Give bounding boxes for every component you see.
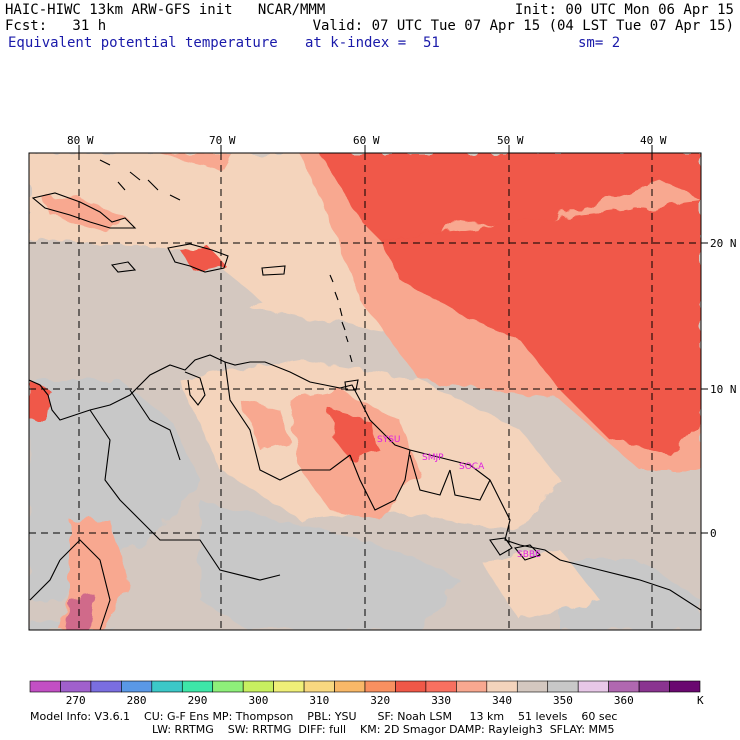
colorbar-swatch [577,680,609,693]
header-valid-time: Valid: 07 UTC Tue 07 Apr 15 (04 LST Tue … [312,18,734,34]
colorbar-swatch [364,680,396,693]
colorbar-label: 290 [187,694,208,707]
colorbar-swatch [456,680,488,693]
model-info-line1: Model Info: V3.6.1 CU: G-F Ens MP: Thomp… [30,710,618,723]
header-title: HAIC-HIWC 13km ARW-GFS init NCAR/MMM [5,2,326,18]
model-info-line2: LW: RRTMG SW: RRTMG DIFF: full KM: 2D Sm… [152,723,615,736]
header-init-time: Init: 00 UTC Mon 06 Apr 15 [514,2,734,18]
coastlines [29,159,701,630]
k-index-label: at k-index = 51 [305,35,440,51]
colorbar-swatch [121,680,153,693]
colorbar-label: 360 [613,694,634,707]
colorbar-swatch [608,680,640,693]
colorbar-swatch [90,680,122,693]
colorbar-swatch [151,680,183,693]
lon-label: 50 W [497,134,524,147]
colorbar-swatch [486,680,518,693]
axis-ticks [78,145,708,534]
colorbar-swatch [334,680,366,693]
lon-label: 40 W [640,134,667,147]
colorbar-swatch [29,680,61,693]
smoothing-label: sm= 2 [578,35,621,51]
station-label: SOCA [459,462,485,472]
station-label: SMJP [422,453,444,463]
theta-e-field [29,153,701,630]
colorbar-label: 330 [431,694,452,707]
colorbar-swatch [638,680,670,693]
colorbar-label: 280 [126,694,147,707]
station-markers: SYSU SMJP SOCA SBBE [377,435,541,560]
lat-label: 0 [710,527,717,540]
colorbar-label: 270 [65,694,86,707]
colorbar-swatch [242,680,274,693]
colorbar-label: 350 [553,694,573,707]
colorbar-label: 310 [309,694,330,707]
colorbar-unit: K [697,694,704,707]
field-name: Equivalent potential temperature [8,35,278,51]
colorbar-swatch [547,680,579,693]
station-label: SYSU [377,435,401,445]
colorbar-swatch [212,680,244,693]
colorbar-swatch [516,680,549,693]
station-label: SBBE [517,550,541,560]
colorbar-swatch [395,680,427,693]
lon-label: 80 W [67,134,94,147]
colorbar [29,680,701,693]
lon-label: 70 W [209,134,236,147]
colorbar-label: 340 [492,694,512,707]
header-forecast-hour: Fcst: 31 h [5,18,107,34]
colorbar-swatch [669,680,701,693]
colorbar-swatch [60,680,92,693]
lon-label: 60 W [353,134,380,147]
colorbar-swatch [181,680,214,693]
colorbar-swatch [425,680,457,693]
colorbar-label: 300 [248,694,269,707]
lat-lon-grid [29,153,701,630]
colorbar-swatch [303,680,335,693]
colorbar-label: 320 [370,694,391,707]
lat-label: 20 N [710,237,737,250]
colorbar-swatch [273,680,305,693]
lat-label: 10 N [710,383,737,396]
